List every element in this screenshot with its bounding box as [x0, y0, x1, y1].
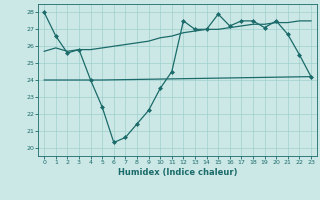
- X-axis label: Humidex (Indice chaleur): Humidex (Indice chaleur): [118, 168, 237, 177]
